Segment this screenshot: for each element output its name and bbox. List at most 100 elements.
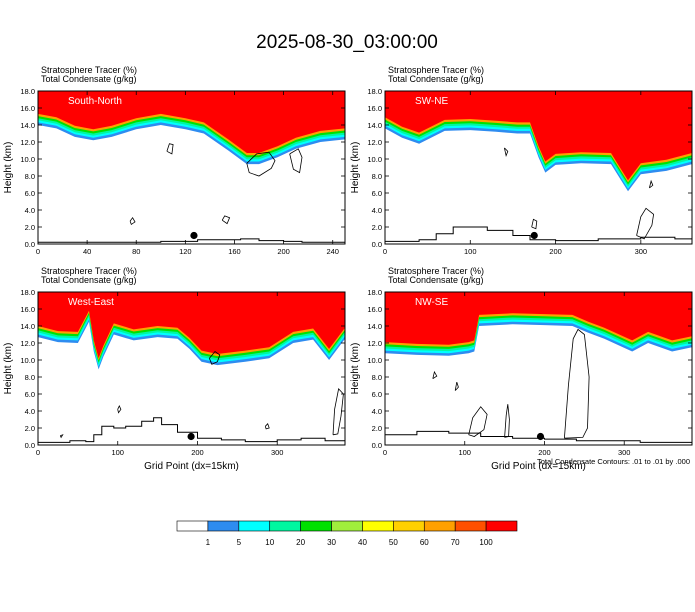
y-tick-label: 2.0 <box>372 424 382 433</box>
y-tick-label: 16.0 <box>20 305 35 314</box>
y-tick-label: 18.0 <box>367 87 382 96</box>
y-tick-label: 8.0 <box>372 172 382 181</box>
y-tick-label: 6.0 <box>372 390 382 399</box>
y-tick-label: 12.0 <box>20 138 35 147</box>
y-tick-label: 18.0 <box>367 288 382 297</box>
y-tick-label: 8.0 <box>372 373 382 382</box>
panel-label: South-North <box>68 96 122 107</box>
y-tick-label: 2.0 <box>25 424 35 433</box>
colorbar-level-label: 50 <box>389 538 398 547</box>
x-tick-label: 100 <box>458 448 471 457</box>
y-tick-label: 14.0 <box>20 322 35 331</box>
y-tick-label: 6.0 <box>25 189 35 198</box>
y-tick-label: 8.0 <box>25 373 35 382</box>
location-marker <box>190 231 198 240</box>
colorbar-level-label: 40 <box>358 538 367 547</box>
tracer-band-6 <box>385 91 692 181</box>
colorbar-cell <box>423 520 456 532</box>
y-axis-label: Height (km) <box>350 343 361 395</box>
y-tick-label: 0.0 <box>25 240 35 249</box>
condensate-contour <box>564 328 590 439</box>
condensate-contour <box>289 148 303 174</box>
panel-nw-se: 0.0 2.0 4.0 6.0 8.0 10.0 12.0 14.0 16.0 18.0 0 100 2… <box>350 266 693 472</box>
colorbar-cell <box>393 520 425 532</box>
colorbar-level-label: 30 <box>327 538 336 547</box>
y-tick-label: 16.0 <box>367 305 382 314</box>
y-tick-label: 4.0 <box>25 206 35 215</box>
x-tick-label: 300 <box>271 448 284 457</box>
x-axis-label: Grid Point (dx=15km) <box>491 461 586 472</box>
condensate-contour <box>209 350 221 365</box>
condensate-contour <box>166 143 174 155</box>
colorbar-level-label: 5 <box>237 538 242 547</box>
y-tick-label: 14.0 <box>20 121 35 130</box>
y-tick-label: 14.0 <box>367 322 382 331</box>
x-tick-label: 40 <box>83 247 91 256</box>
y-tick-label: 10.0 <box>20 356 35 365</box>
y-tick-label: 18.0 <box>20 288 35 297</box>
variable-label-condensate: Total Condensate (g/kg) <box>388 275 484 285</box>
condensate-contour <box>117 404 122 414</box>
condensate-contour <box>649 179 654 189</box>
condensate-contour <box>531 218 538 230</box>
x-tick-label: 120 <box>179 247 192 256</box>
x-tick-label: 0 <box>383 247 387 256</box>
y-tick-label: 12.0 <box>20 339 35 348</box>
y-tick-label: 12.0 <box>367 138 382 147</box>
colorbar-level-label: 60 <box>420 538 429 547</box>
y-tick-label: 18.0 <box>20 87 35 96</box>
y-tick-label: 4.0 <box>372 407 382 416</box>
tracer-band-6 <box>38 292 345 359</box>
variable-label-tracer: Stratosphere Tracer (%) <box>388 266 484 276</box>
x-tick-label: 0 <box>36 448 40 457</box>
panel-label: NW-SE <box>415 297 448 308</box>
condensate-contour <box>454 381 459 391</box>
colorbar-level-label: 70 <box>451 538 460 547</box>
condensate-contour <box>221 215 231 225</box>
y-tick-label: 10.0 <box>367 155 382 164</box>
y-axis-label: Height (km) <box>3 343 14 395</box>
panel-label: West-East <box>68 297 114 308</box>
terrain-line <box>385 226 692 242</box>
variable-label-condensate: Total Condensate (g/kg) <box>41 74 137 84</box>
colorbar-cell <box>176 520 209 532</box>
x-tick-label: 0 <box>383 448 387 457</box>
y-tick-label: 4.0 <box>25 407 35 416</box>
y-tick-label: 12.0 <box>367 339 382 348</box>
variable-label-tracer: Stratosphere Tracer (%) <box>388 65 484 75</box>
x-tick-label: 300 <box>618 448 631 457</box>
tracer-field <box>38 292 345 443</box>
x-tick-label: 200 <box>549 247 562 256</box>
y-tick-label: 0.0 <box>372 240 382 249</box>
contour-footnote: Total Condensate Contours: .01 to .01 by… <box>537 457 690 466</box>
condensate-contour <box>468 406 488 437</box>
variable-label-condensate: Total Condensate (g/kg) <box>41 275 137 285</box>
panel-west-east: 0.0 2.0 4.0 6.0 8.0 10.0 12.0 14.0 16.0 18.0 0 100 2… <box>3 266 346 472</box>
colorbar-level-label: 10 <box>265 538 274 547</box>
x-axis-label: Grid Point (dx=15km) <box>144 461 239 472</box>
condensate-contour <box>504 147 509 157</box>
location-marker <box>187 432 195 441</box>
y-tick-label: 16.0 <box>367 104 382 113</box>
y-axis-label: Height (km) <box>350 142 361 194</box>
condensate-contour <box>264 423 270 430</box>
condensate-contour <box>129 216 136 226</box>
plot-frame <box>384 291 693 446</box>
x-tick-label: 200 <box>538 448 551 457</box>
tracer-band-6 <box>385 292 692 345</box>
colorbar-cell <box>454 520 487 532</box>
y-tick-label: 16.0 <box>20 104 35 113</box>
x-tick-label: 200 <box>191 448 204 457</box>
plot-frame <box>37 90 346 245</box>
colorbar-level-label: 20 <box>296 538 305 547</box>
terrain-line <box>38 238 345 244</box>
variable-label-tracer: Stratosphere Tracer (%) <box>41 266 137 276</box>
colorbar-cell <box>207 520 240 532</box>
x-tick-label: 240 <box>326 247 339 256</box>
panel-sw-ne: 0.0 2.0 4.0 6.0 8.0 10.0 12.0 14.0 16.0 18.0 0 100 2… <box>350 65 693 256</box>
x-tick-label: 80 <box>132 247 140 256</box>
x-tick-label: 200 <box>277 247 290 256</box>
y-tick-label: 2.0 <box>25 223 35 232</box>
y-tick-label: 2.0 <box>372 223 382 232</box>
